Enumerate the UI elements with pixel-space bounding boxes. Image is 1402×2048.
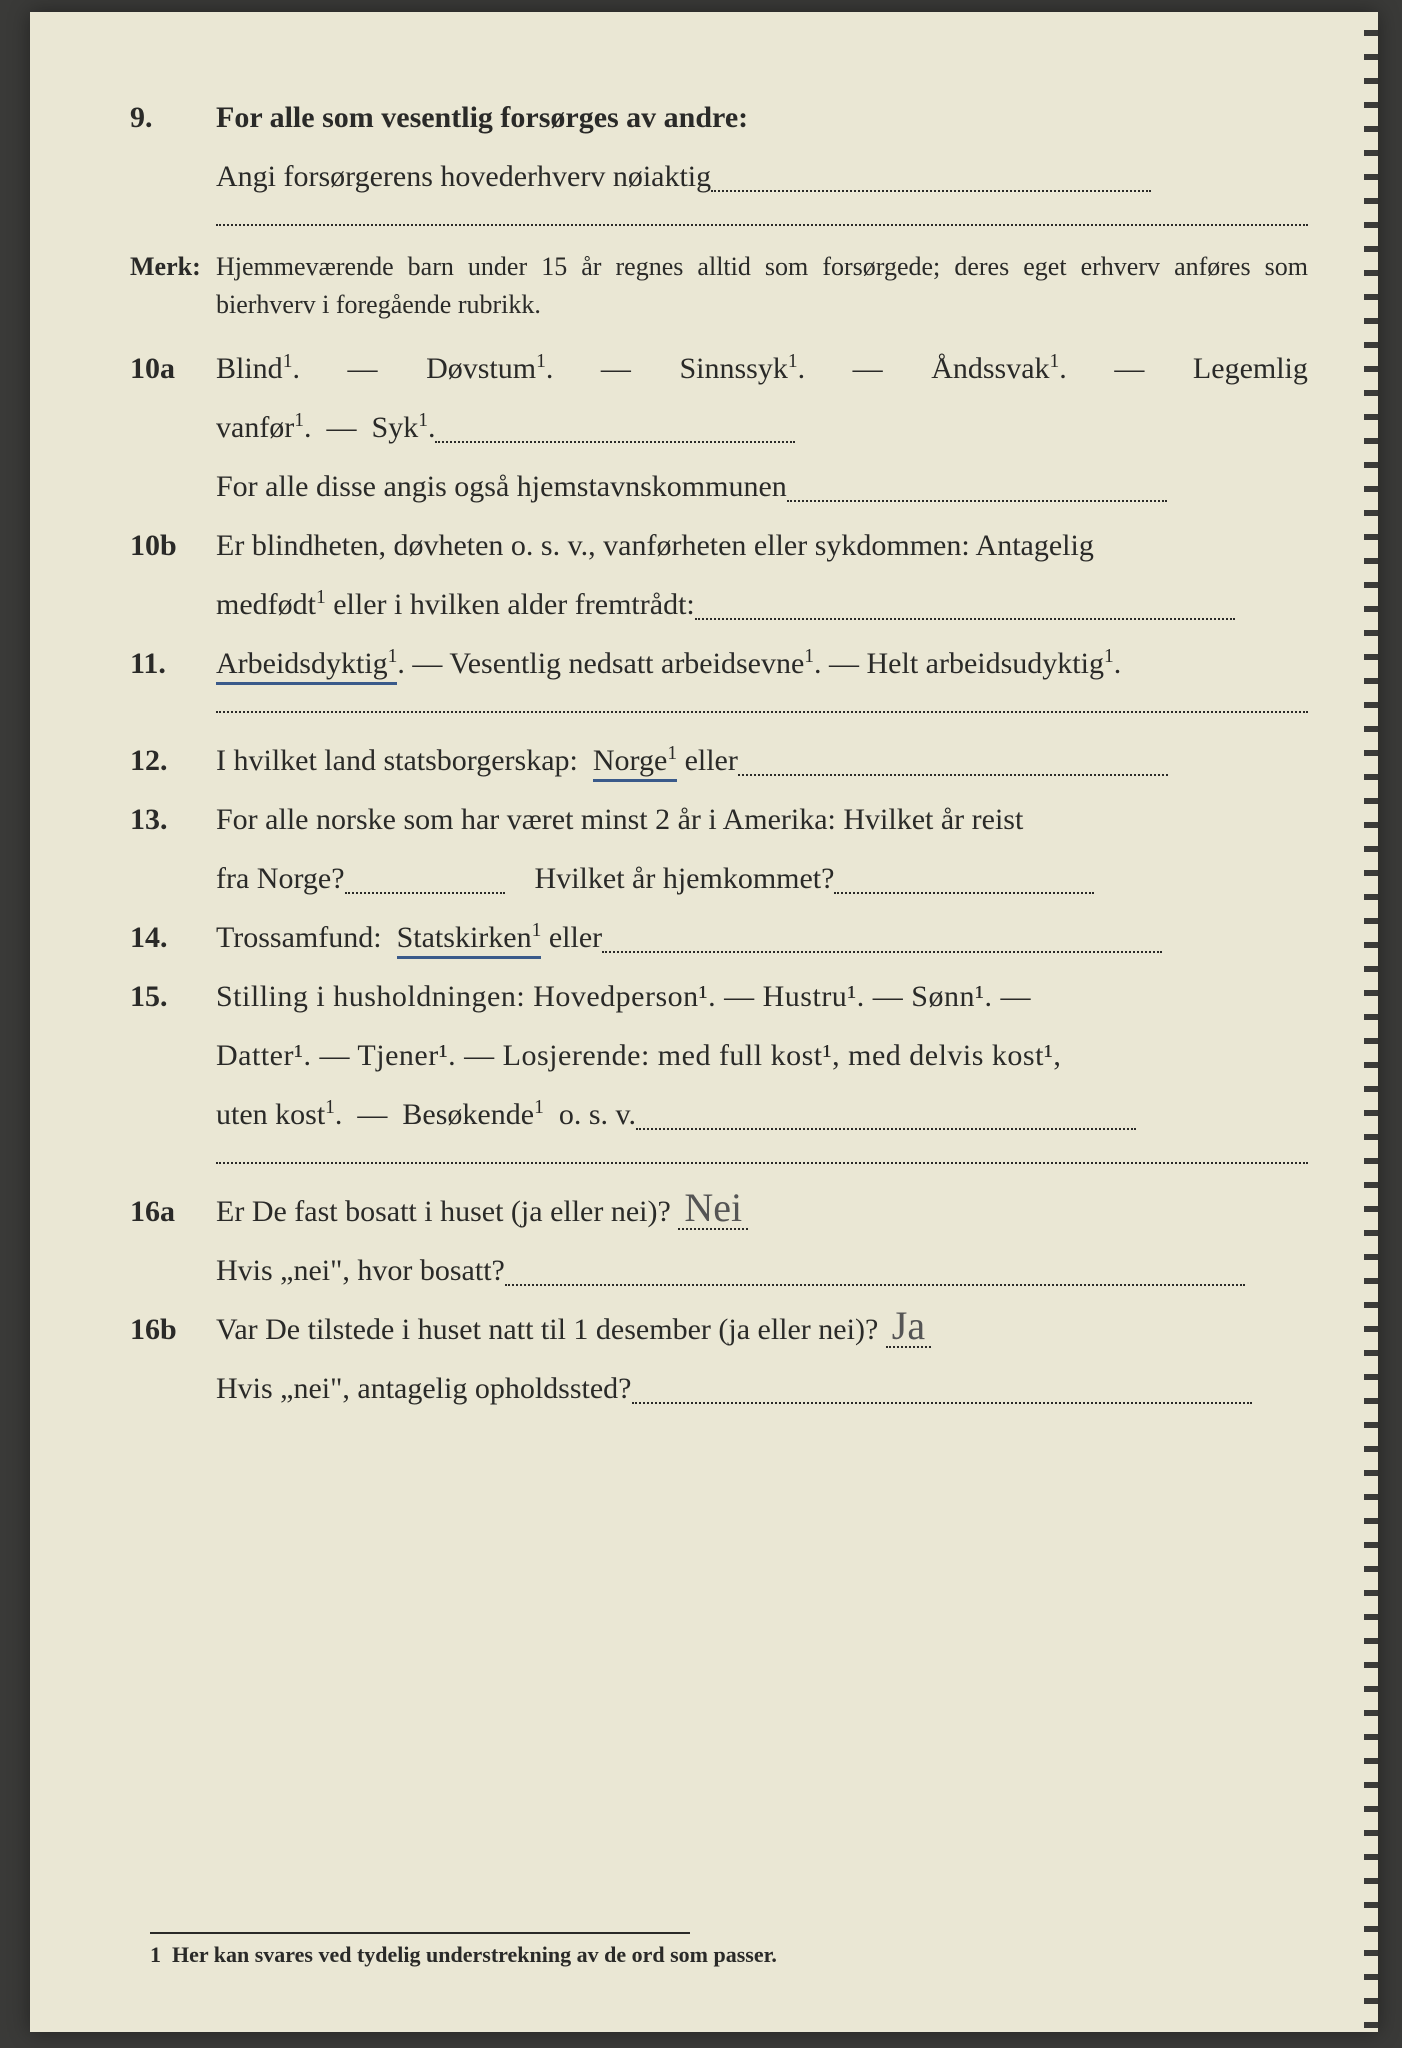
q10b-blank[interactable]: [695, 588, 1235, 620]
q14-number: 14.: [130, 912, 216, 963]
q16b-hvis-nei: Hvis „nei", antagelig opholdssted?: [216, 1372, 632, 1405]
q13-number: 13.: [130, 794, 216, 845]
q16a-question: Er De fast bosatt i huset (ja eller nei)…: [216, 1195, 671, 1228]
q10b-text2b: eller i hvilken alder fremtrådt:: [326, 588, 695, 621]
opt-blind: Blind: [216, 352, 283, 385]
q12-blank[interactable]: [738, 744, 1168, 776]
q13-text1: For alle norske som har været minst 2 år…: [216, 794, 1308, 845]
q10a-blank2[interactable]: [787, 470, 1167, 502]
q13-fra-norge: fra Norge?: [216, 862, 345, 895]
q16b-answer[interactable]: Ja: [886, 1306, 931, 1348]
merk-label: Merk:: [130, 248, 216, 286]
merk-note: Merk: Hjemmeværende barn under 15 år reg…: [130, 248, 1308, 323]
q12-eller: eller: [685, 744, 738, 777]
q14-line: 14. Trossamfund: Statskirken1 eller: [130, 912, 1308, 963]
q16b-blank[interactable]: [632, 1372, 1252, 1404]
q16a-blank[interactable]: [505, 1254, 1245, 1286]
q10a-line2: vanfør1. — Syk1.: [130, 402, 1308, 453]
q9-text2: Angi forsørgerens hovederhverv nøiaktig: [216, 160, 711, 193]
q10a-blank1[interactable]: [435, 411, 795, 443]
q10b-medfodt: medfødt: [216, 588, 316, 621]
q9-blank[interactable]: [711, 160, 1151, 192]
q13-line2: fra Norge? Hvilket år hjemkommet?: [130, 853, 1308, 904]
q16b-number: 16b: [130, 1304, 216, 1355]
opt-norge: Norge: [593, 744, 667, 777]
q14-text: Trossamfund:: [216, 921, 382, 954]
q13-line1: 13. For alle norske som har været minst …: [130, 794, 1308, 845]
q10b-text1: Er blindheten, døvheten o. s. v., vanfør…: [216, 520, 1308, 571]
q9-number: 9.: [130, 92, 216, 143]
q15-text1: Stilling i husholdningen: Hovedperson¹. …: [216, 971, 1308, 1022]
q10b-line1: 10b Er blindheten, døvheten o. s. v., va…: [130, 520, 1308, 571]
q9-line1: 9. For alle som vesentlig forsørges av a…: [130, 92, 1308, 143]
q16b-line2: Hvis „nei", antagelig opholdssted?: [130, 1363, 1308, 1414]
q12-text: I hvilket land statsborgerskap:: [216, 744, 578, 777]
opt-arbeidsdyktig: Arbeidsdyktig: [216, 647, 388, 680]
q16b-question: Var De tilstede i huset natt til 1 desem…: [216, 1313, 878, 1346]
page-perforation: [1364, 12, 1378, 2032]
q16a-hvis-nei: Hvis „nei", hvor bosatt?: [216, 1254, 505, 1287]
q15-line2: Datter¹. — Tjener¹. — Losjerende: med fu…: [130, 1030, 1308, 1081]
q10b-line2: medfødt1 eller i hvilken alder fremtrådt…: [130, 579, 1308, 630]
opt-statskirken: Statskirken: [397, 921, 532, 954]
opt-andssvak: Åndssvak: [931, 352, 1049, 385]
q13-blank2[interactable]: [834, 862, 1094, 894]
opt-vanfor: vanfør: [216, 411, 294, 444]
opt-legemlig: Legemlig: [1193, 352, 1308, 385]
q9-text1: For alle som vesentlig forsørges av andr…: [216, 101, 748, 134]
q16a-number: 16a: [130, 1186, 216, 1237]
q12-line: 12. I hvilket land statsborgerskap: Norg…: [130, 735, 1308, 786]
q15-text2: Datter¹. — Tjener¹. — Losjerende: med fu…: [216, 1030, 1308, 1081]
divider: [216, 1162, 1308, 1164]
q10b-number: 10b: [130, 520, 216, 571]
q11-number: 11.: [130, 638, 216, 689]
footnote: 1 Her kan svares ved tydelig understrekn…: [150, 1932, 777, 1968]
q14-blank[interactable]: [602, 921, 1162, 953]
opt-udyktig: Helt arbeidsudyktig: [867, 647, 1104, 680]
q15-blank[interactable]: [636, 1098, 1136, 1130]
q16a-answer[interactable]: Nei: [678, 1188, 748, 1230]
q12-number: 12.: [130, 735, 216, 786]
census-form-page: 9. For alle som vesentlig forsørges av a…: [30, 12, 1378, 2032]
opt-dovstum: Døvstum: [426, 352, 536, 385]
q14-eller: eller: [549, 921, 602, 954]
q9-line2: Angi forsørgerens hovederhverv nøiaktig: [130, 151, 1308, 202]
q15-line1: 15. Stilling i husholdningen: Hovedperso…: [130, 971, 1308, 1022]
q13-hjemkommet: Hvilket år hjemkommet?: [535, 862, 835, 895]
divider: [216, 711, 1308, 713]
opt-syk: Syk: [372, 411, 419, 444]
q11-line: 11. Arbeidsdyktig1. — Vesentlig nedsatt …: [130, 638, 1308, 689]
q16b-line1: 16b Var De tilstede i huset natt til 1 d…: [130, 1304, 1308, 1355]
opt-uten-kost: uten kost: [216, 1098, 325, 1131]
q10a-text3: For alle disse angis også hjemstavnskomm…: [216, 470, 787, 503]
footnote-text: Her kan svares ved tydelig understreknin…: [172, 1942, 777, 1967]
q16a-line2: Hvis „nei", hvor bosatt?: [130, 1245, 1308, 1296]
opt-besokende: Besøkende: [402, 1098, 534, 1131]
opt-sinnssyk: Sinnssyk: [679, 352, 787, 385]
divider: [216, 224, 1308, 226]
q10a-number: 10a: [130, 343, 216, 394]
q10a-line1: 10a Blind1. — Døvstum1. — Sinnssyk1. — Å…: [130, 343, 1308, 394]
q16a-line1: 16a Er De fast bosatt i huset (ja eller …: [130, 1186, 1308, 1237]
merk-text: Hjemmeværende barn under 15 år regnes al…: [216, 248, 1308, 323]
opt-nedsatt: Vesentlig nedsatt arbeidsevne: [449, 647, 804, 680]
q10a-line3: For alle disse angis også hjemstavnskomm…: [130, 461, 1308, 512]
q13-blank1[interactable]: [345, 862, 505, 894]
q15-osv: o. s. v.: [559, 1098, 636, 1131]
footnote-marker: 1: [150, 1942, 161, 1967]
q15-number: 15.: [130, 971, 216, 1022]
q15-line3: uten kost1. — Besøkende1 o. s. v.: [130, 1089, 1308, 1140]
